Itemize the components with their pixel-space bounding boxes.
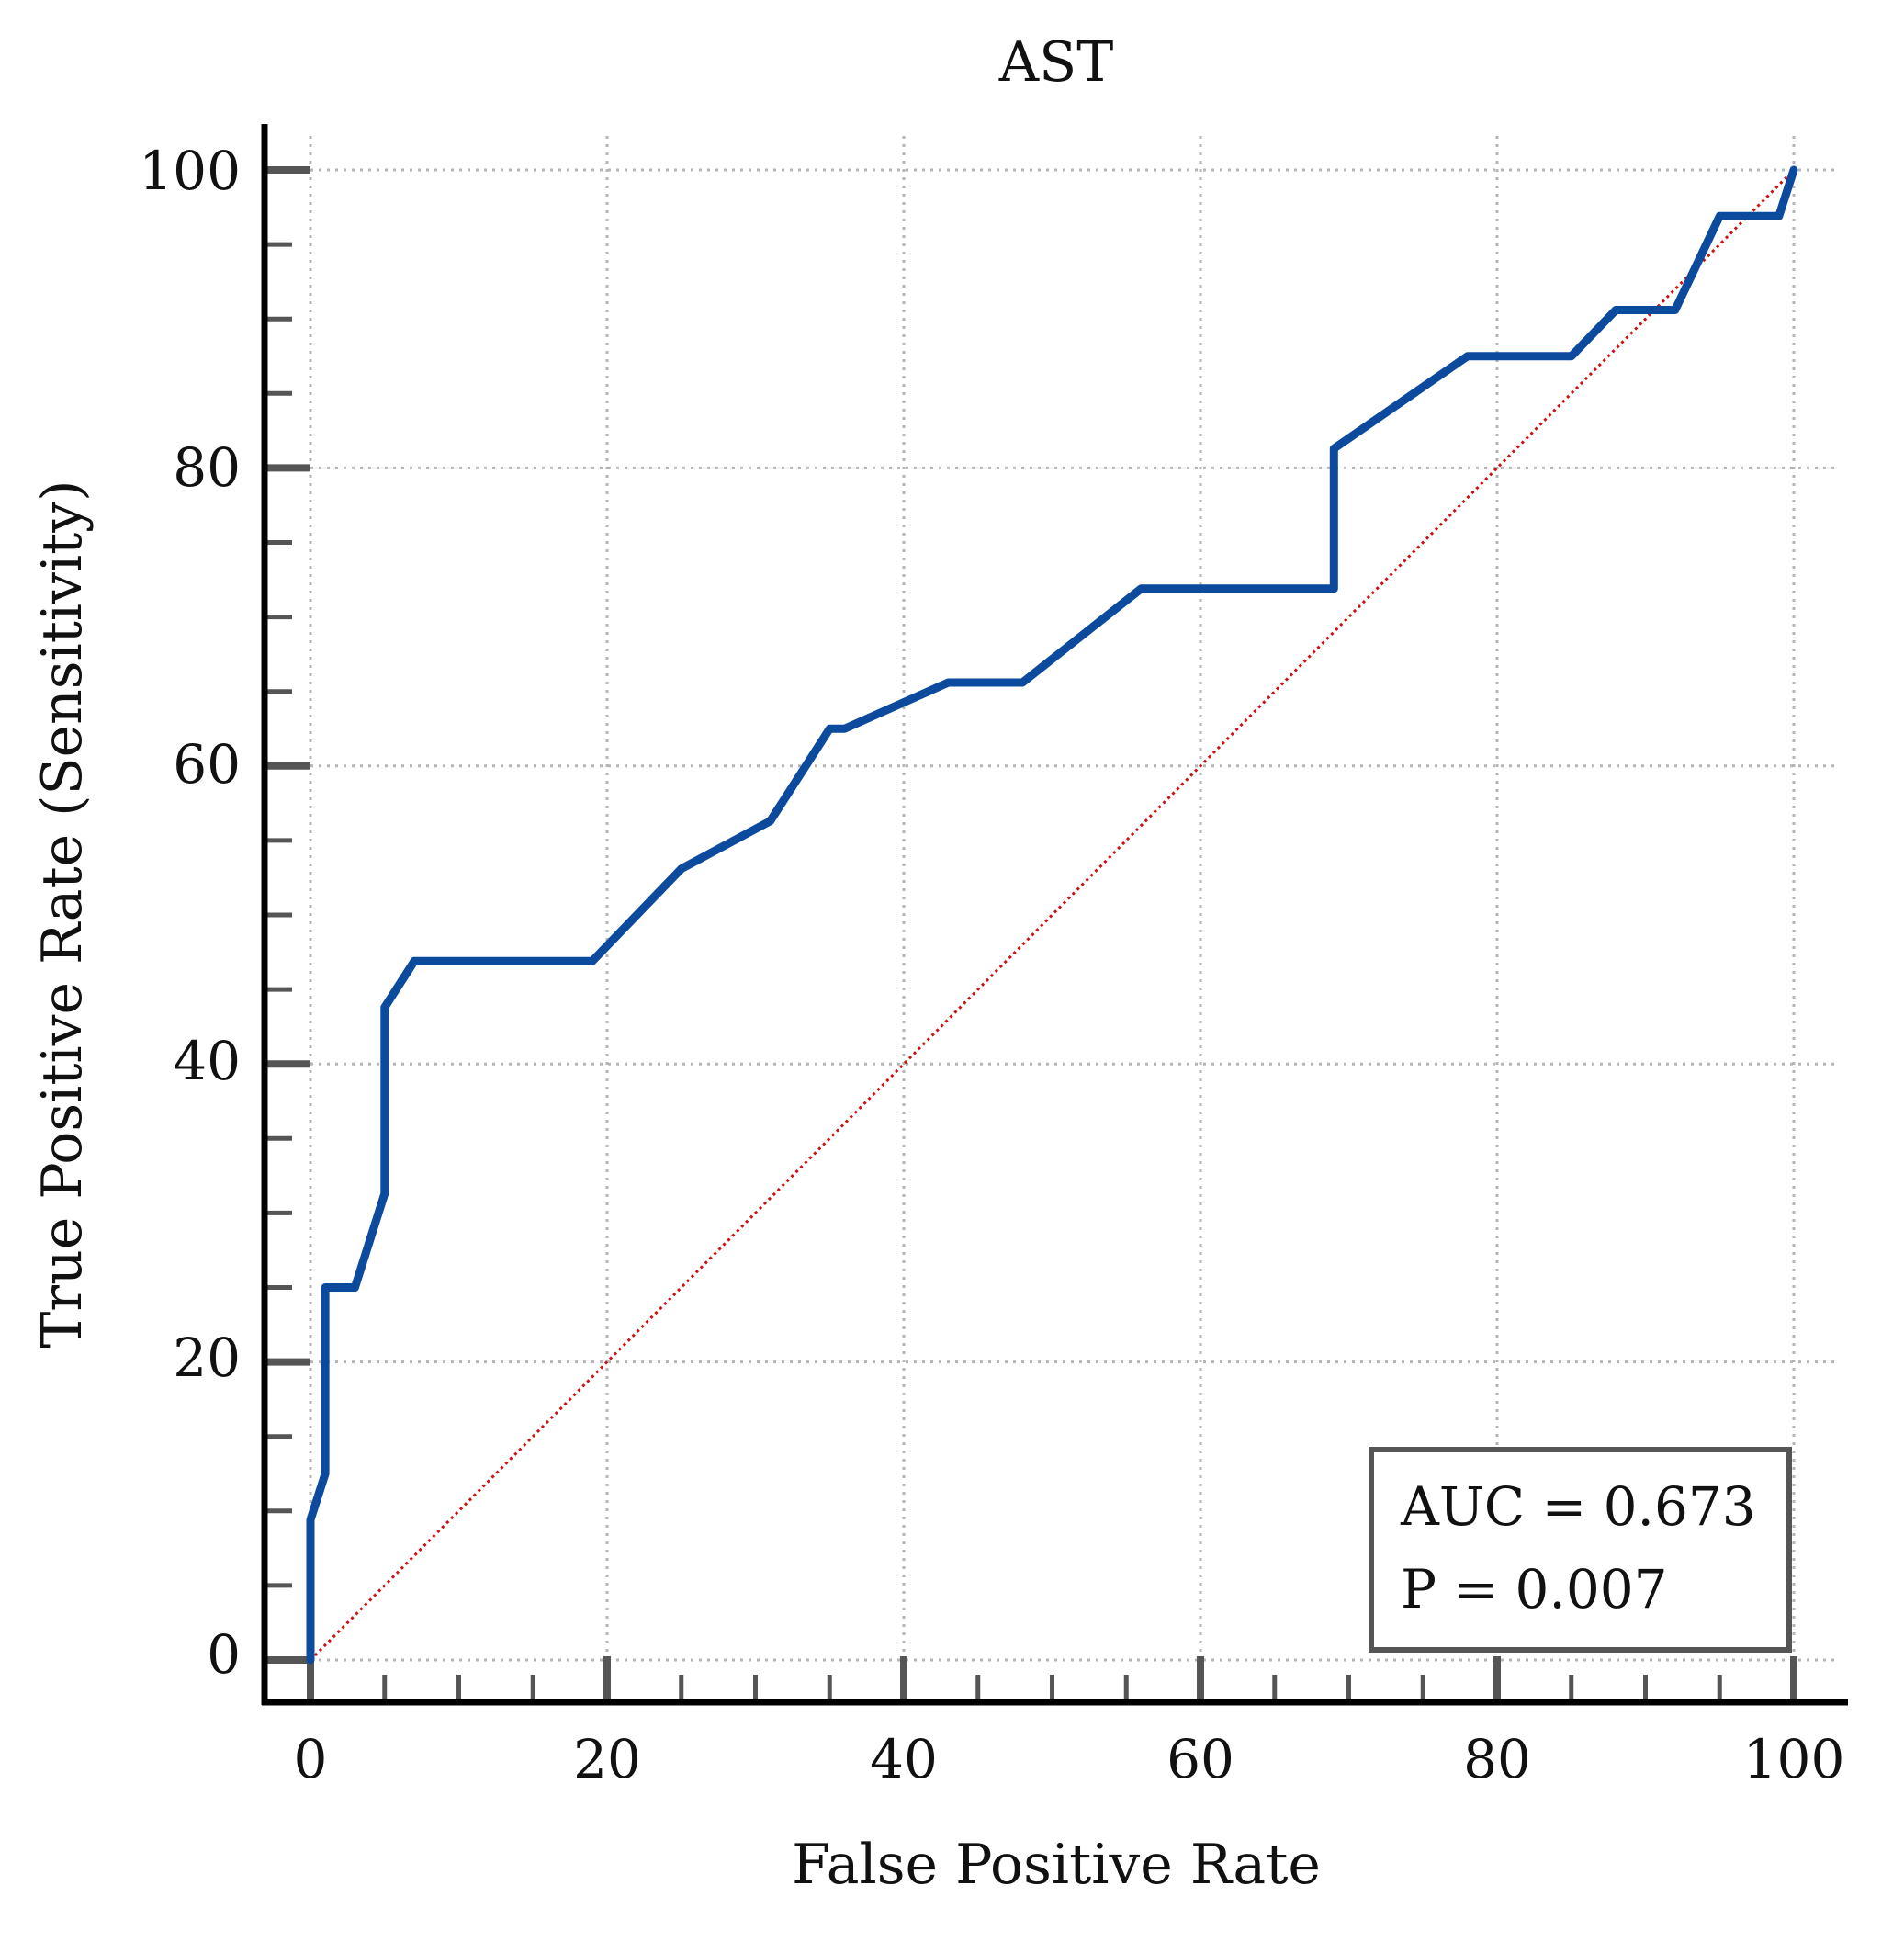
y-axis-title: True Positive Rate (Sensitivity) [30, 480, 95, 1348]
roc-curve-line [306, 165, 1798, 1665]
y-tick-label-100: 100 [139, 140, 241, 202]
y-tick-label-0: 0 [207, 1623, 241, 1686]
x-tick-label-0: 0 [294, 1728, 328, 1790]
stats-box-frame [1369, 1447, 1792, 1653]
y-tick-label-40: 40 [173, 1030, 241, 1092]
series-layer [306, 165, 1798, 1665]
y-tick-label-80: 80 [173, 436, 241, 499]
x-tick-label-60: 60 [1166, 1728, 1234, 1790]
y-tick-label-20: 20 [173, 1326, 241, 1389]
x-tick-label-20: 20 [573, 1728, 641, 1790]
x-tick-label-80: 80 [1463, 1728, 1531, 1790]
x-tick-label-40: 40 [870, 1728, 938, 1790]
p-value-label: P = 0.007 [1401, 1558, 1668, 1620]
y-tick-labels: 0 20 40 60 80 100 [139, 140, 241, 1686]
y-tick-label-60: 60 [173, 733, 241, 796]
x-tick-labels: 0 20 40 60 80 100 [294, 1728, 1845, 1790]
auc-label: AUC = 0.673 [1400, 1475, 1756, 1538]
minor-ticks [265, 242, 1722, 1702]
chart-title: AST [998, 30, 1113, 95]
x-tick-label-100: 100 [1743, 1728, 1845, 1790]
stats-box: AUC = 0.673 P = 0.007 [1369, 1447, 1792, 1653]
x-axis-title: False Positive Rate [792, 1833, 1321, 1897]
reference-diagonal-line [309, 168, 1796, 1662]
grid [309, 136, 1840, 1662]
